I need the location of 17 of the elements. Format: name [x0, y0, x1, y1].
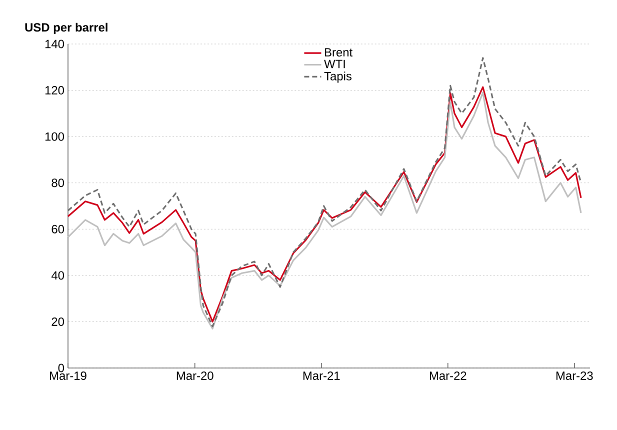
y-tick-label: 80 [52, 178, 64, 188]
x-tick-label: Mar-20 [176, 372, 214, 380]
y-tick-label: 100 [45, 132, 64, 141]
legend-label: WTI [324, 60, 345, 68]
x-tick-label: Mar-21 [303, 372, 340, 380]
legend-label: Tapis [324, 72, 352, 83]
y-tick-label: 0 [58, 364, 64, 372]
y-tick-label: 40 [51, 271, 64, 280]
x-tick-label: Mar-23 [556, 372, 593, 380]
legend-label: Brent [325, 48, 352, 57]
x-tick-label: Mar-19 [50, 372, 86, 380]
y-tick-label: 120 [45, 86, 64, 95]
y-axis-title: USD per barrel [25, 22, 108, 34]
x-tick-label: Mar-22 [430, 372, 466, 380]
y-tick-label: 20 [52, 317, 64, 326]
y-tick-label: 60 [52, 224, 64, 234]
y-tick-label: 140 [45, 40, 64, 48]
